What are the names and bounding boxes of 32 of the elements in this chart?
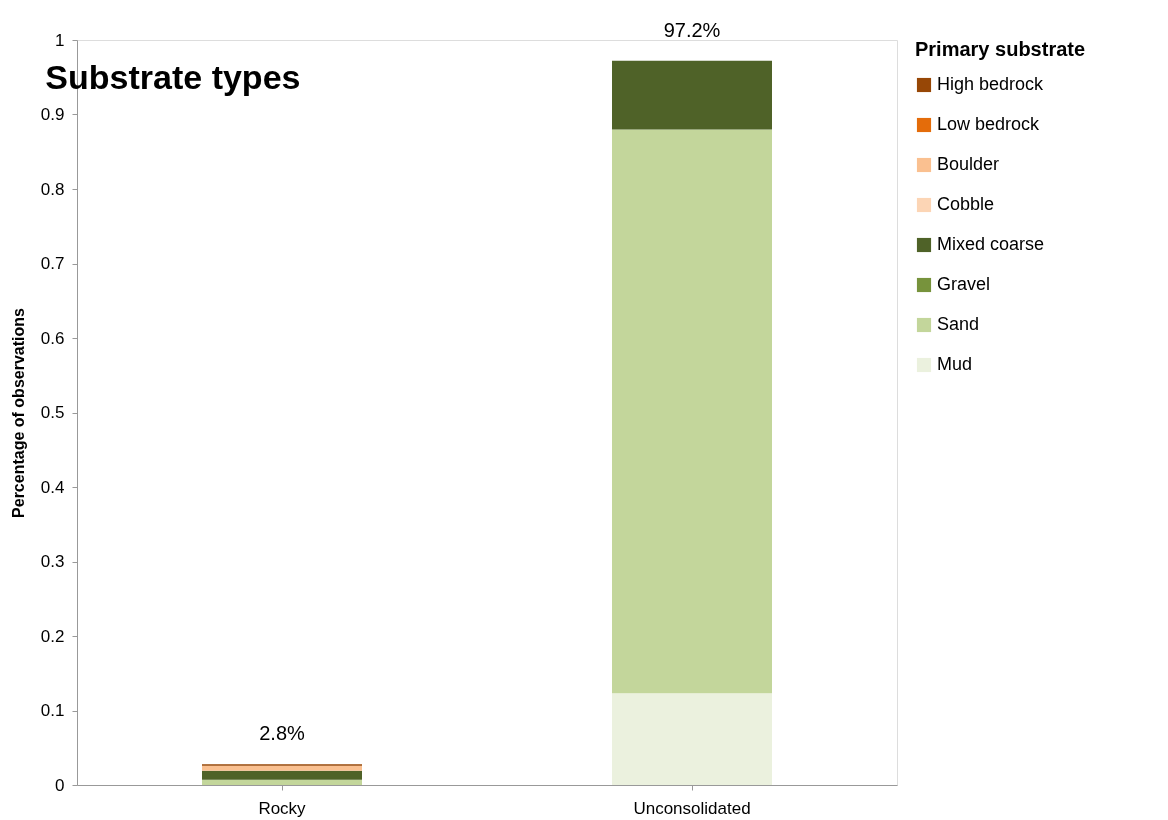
y-tick-label: 0.3 — [40, 552, 65, 571]
legend-label: Low bedrock — [937, 114, 1041, 134]
y-tick-label: 0.8 — [40, 179, 65, 199]
y-tick-label: 0.1 — [40, 701, 65, 720]
y-tick-label: 0 — [55, 775, 65, 795]
y-tick-label: 1 — [55, 30, 65, 50]
y-tick-label: 0.7 — [40, 254, 65, 273]
bar — [612, 693, 772, 785]
legend-label: Cobble — [937, 194, 995, 214]
y-tick-label: 0.6 — [40, 328, 65, 348]
legend-label: Mixed coarse — [937, 234, 1045, 254]
y-tick-label: 0.5 — [40, 403, 65, 422]
legend-label: Sand — [937, 314, 980, 334]
legend-label: Mud — [937, 354, 973, 374]
legend-label: Boulder — [937, 154, 1000, 174]
y-tick-label: 0.4 — [40, 477, 65, 497]
y-tick-label: 0.9 — [40, 105, 65, 124]
text: Substrate types — [45, 57, 301, 96]
total-label: 97.2% — [663, 18, 721, 41]
bar — [202, 765, 362, 771]
bar — [202, 770, 362, 780]
bar — [202, 779, 362, 785]
legend-label: High bedrock — [937, 74, 1045, 94]
legend-label: Gravel — [937, 274, 991, 294]
bar — [612, 60, 772, 130]
bar — [612, 129, 772, 694]
x-tick-label: Rocky — [258, 798, 307, 818]
y-tick-label: 0.2 — [40, 626, 65, 646]
legend-title: Primary substrate — [915, 38, 1086, 60]
total-label: 2.8% — [259, 722, 306, 745]
x-tick-label: Unconsolidated — [633, 798, 751, 818]
y-axis-title: Percentage of observations — [9, 307, 27, 518]
